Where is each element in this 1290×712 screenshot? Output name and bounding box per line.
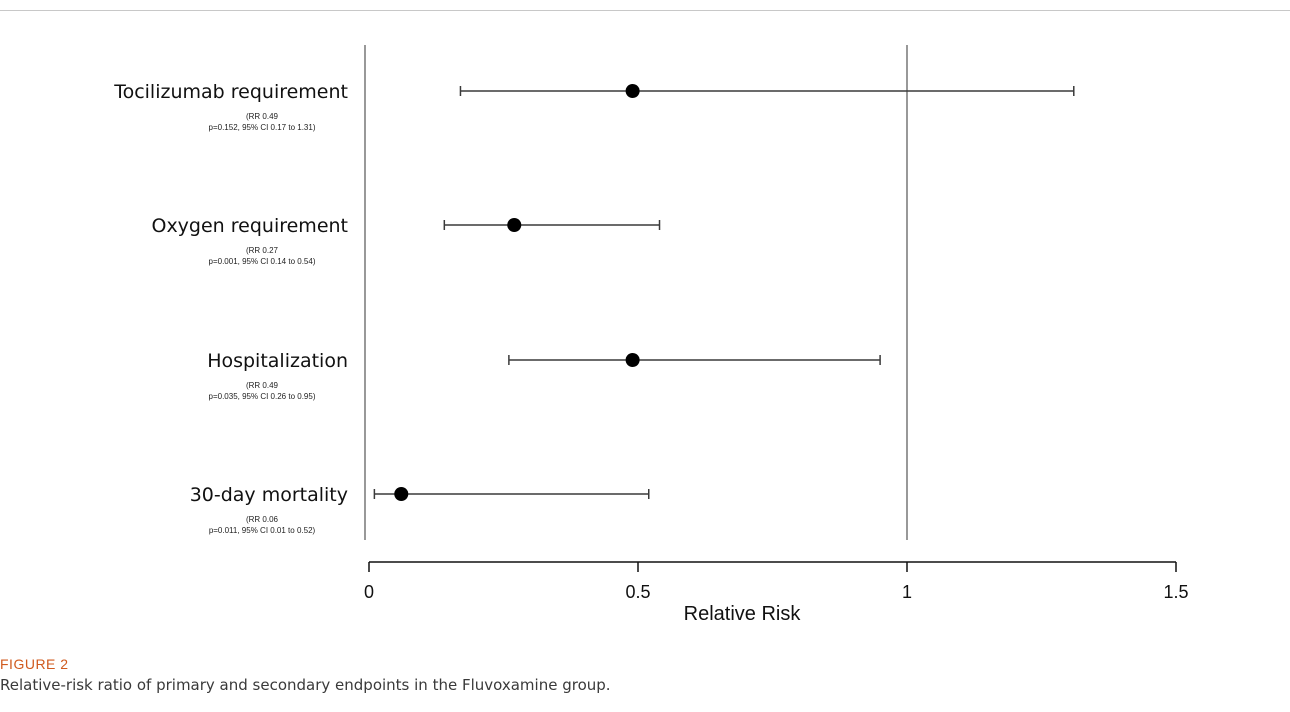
endpoint-stat-line2-3: p=0.011, 95% CI 0.01 to 0.52) (209, 526, 316, 535)
endpoint-stat-line2-0: p=0.152, 95% CI 0.17 to 1.31) (209, 123, 316, 132)
endpoint-label-1: Oxygen requirement (151, 215, 348, 237)
rr-point-2 (625, 353, 640, 367)
top-divider (0, 10, 1290, 11)
endpoint-stat-line1-0: (RR 0.49 (246, 112, 279, 121)
endpoint-stat-line1-3: (RR 0.06 (246, 515, 279, 524)
endpoint-stat-line2-1: p=0.001, 95% CI 0.14 to 0.54) (209, 257, 316, 266)
endpoint-label-0: Tocilizumab requirement (113, 81, 348, 103)
endpoint-stat-line1-2: (RR 0.49 (246, 381, 279, 390)
rr-point-3 (394, 487, 409, 501)
x-tick-label-2: 1 (902, 582, 912, 602)
endpoint-stat-line2-2: p=0.035, 95% CI 0.26 to 0.95) (209, 392, 316, 401)
x-axis-title: Relative Risk (684, 603, 802, 625)
rr-point-0 (625, 84, 640, 98)
endpoint-stat-line1-1: (RR 0.27 (246, 246, 279, 255)
endpoint-label-3: 30-day mortality (190, 484, 348, 506)
rr-point-1 (507, 218, 522, 232)
x-tick-label-0: 0 (364, 582, 374, 602)
endpoint-label-2: Hospitalization (207, 350, 348, 372)
x-tick-label-3: 1.5 (1163, 582, 1188, 602)
figure-label: FIGURE 2 (0, 656, 69, 672)
forest-plot: 0 0.5 1 1.5 Relative Risk Tocilizumab require… (113, 45, 1189, 625)
x-tick-label-1: 0.5 (625, 582, 650, 602)
figure-caption: Relative-risk ratio of primary and secon… (0, 676, 611, 694)
